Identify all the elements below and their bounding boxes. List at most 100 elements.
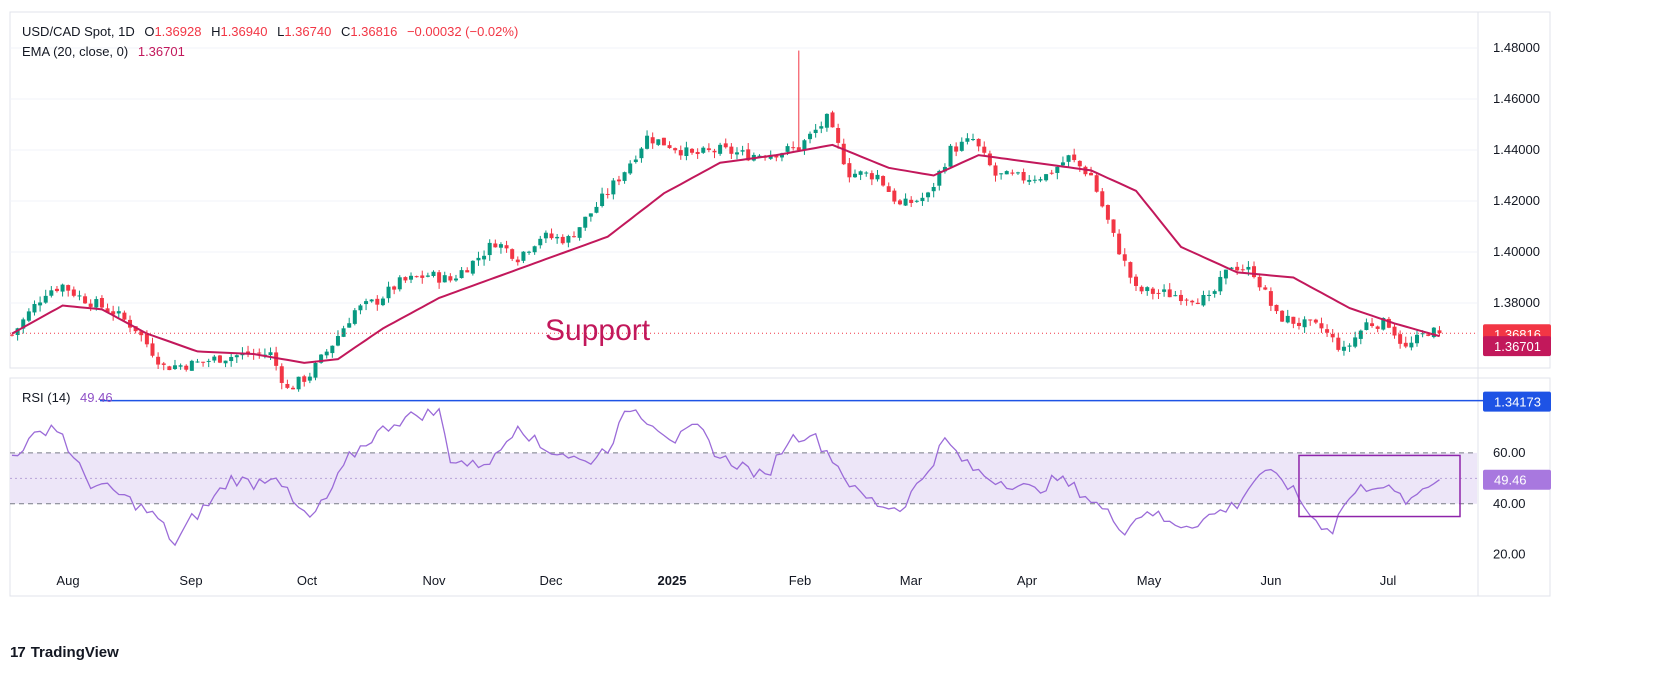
candle-body — [645, 135, 650, 149]
candle-body — [133, 326, 138, 332]
candle-body — [465, 270, 470, 273]
rsi-band-fill — [10, 452, 1477, 504]
candle-body — [1370, 323, 1375, 327]
candle-body — [1403, 342, 1408, 347]
candle-body — [375, 298, 380, 305]
candle-body — [695, 151, 700, 155]
candle-body — [746, 149, 751, 161]
candle-body — [577, 227, 582, 238]
candle-body — [1252, 266, 1257, 278]
candle-body — [1291, 316, 1296, 324]
candle-body — [926, 192, 931, 198]
rsi-tick-label: 20.00 — [1493, 547, 1526, 562]
time-tick-label: Mar — [900, 573, 923, 588]
candle-body — [1201, 294, 1206, 306]
time-tick-label: Oct — [297, 573, 318, 588]
candle-body — [1134, 276, 1138, 286]
candle-body — [1060, 162, 1065, 166]
candle-body — [482, 255, 487, 260]
candle-body — [1240, 269, 1245, 271]
candle-body — [1246, 266, 1251, 270]
candle-body — [1021, 172, 1026, 181]
candle-body — [920, 197, 925, 202]
candle-body — [21, 319, 26, 329]
candle-body — [1027, 179, 1032, 182]
ema-legend: EMA (20, close, 0) 1.36701 — [22, 44, 185, 59]
candle-body — [94, 299, 99, 308]
candle-body — [223, 360, 228, 364]
ema-price-badge: 1.36701 — [1494, 339, 1541, 354]
candle-body — [291, 387, 295, 390]
main-pane-frame — [9, 11, 1551, 369]
candle-body — [1094, 175, 1099, 192]
tradingview-logo[interactable]: 17 TradingView — [10, 644, 119, 661]
time-axis[interactable]: Aug Sep Oct Nov Dec 2025 Feb Mar Apr May Jun Jul — [56, 573, 1396, 588]
rsi-tick-label: 40.00 — [1493, 496, 1526, 511]
main-legend: USD/CAD Spot, 1D O1.36928 H1.36940 L1.36… — [22, 24, 518, 39]
candle-body — [1167, 289, 1172, 298]
candle-body — [1420, 333, 1425, 335]
candle-body — [796, 147, 801, 151]
candle-body — [588, 213, 593, 217]
candle-body — [268, 352, 273, 356]
candle-body — [1375, 326, 1380, 329]
candle-body — [774, 155, 779, 158]
time-tick-label: 2025 — [658, 573, 687, 588]
candle-body — [555, 236, 560, 239]
candle-body — [274, 352, 279, 366]
candle-body — [549, 233, 554, 239]
candle-body — [650, 137, 655, 144]
time-tick-label: Jul — [1380, 573, 1397, 588]
candle-body — [639, 148, 644, 159]
candle-body — [830, 112, 835, 128]
candle-body — [813, 129, 818, 134]
candle-body — [740, 150, 745, 152]
candle-body — [341, 328, 346, 337]
candle-body — [1308, 319, 1313, 321]
support-annotation[interactable]: Support — [545, 314, 651, 347]
symbol-title: USD/CAD Spot, 1D — [22, 24, 135, 39]
candle-body — [734, 152, 739, 155]
candle-body — [1139, 286, 1144, 292]
candle-body — [15, 328, 20, 335]
candle-body — [144, 334, 149, 345]
candle-body — [802, 140, 807, 150]
candle-body — [594, 206, 599, 213]
candle-body — [178, 365, 183, 367]
candle-body — [369, 299, 374, 302]
candle-body — [864, 172, 869, 174]
candle-body — [111, 311, 116, 315]
candle-body — [723, 143, 728, 148]
candle-body — [386, 286, 391, 299]
candle-body — [931, 187, 936, 192]
candle-body — [397, 277, 402, 290]
candle-body — [976, 138, 981, 147]
candle-body — [1364, 322, 1369, 330]
candle-body — [99, 298, 104, 308]
time-tick-label: Aug — [56, 573, 79, 588]
close-value: 1.36816 — [350, 24, 398, 39]
candle-body — [380, 298, 385, 306]
candles[interactable] — [10, 50, 1442, 392]
time-tick-label: Apr — [1017, 573, 1038, 588]
candle-body — [296, 376, 301, 390]
candle-body — [1212, 291, 1217, 294]
high-label: H — [211, 24, 221, 39]
candle-body — [1263, 287, 1268, 290]
candle-body — [1274, 304, 1279, 312]
rsi-highlight-box[interactable] — [1298, 454, 1461, 518]
candle-body — [661, 137, 666, 146]
price-axis[interactable]: 1.48000 1.46000 1.44000 1.42000 1.40000 1.380… — [1493, 40, 1540, 310]
candle-body — [302, 376, 307, 382]
candle-body — [1313, 319, 1318, 323]
candle-body — [1032, 179, 1037, 181]
ema-line — [10, 143, 1477, 364]
candle-body — [1128, 262, 1133, 278]
candle-body — [914, 200, 919, 202]
candle-body — [1066, 155, 1071, 162]
candle-body — [583, 216, 588, 228]
candle-body — [285, 384, 290, 388]
candle-body — [257, 352, 262, 354]
